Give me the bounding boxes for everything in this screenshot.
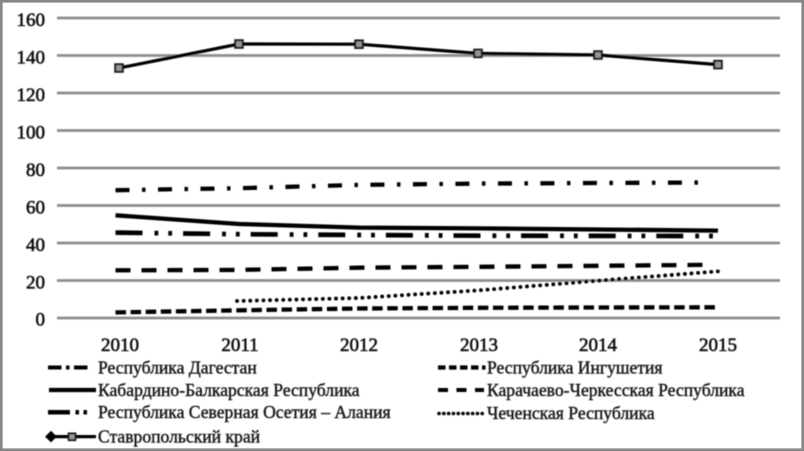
svg-text:Кабардино-Балкарская Республик: Кабардино-Балкарская Республика	[98, 380, 360, 400]
svg-text:2011: 2011	[221, 335, 258, 356]
svg-text:2013: 2013	[460, 335, 498, 356]
svg-text:Ставропольский край: Ставропольский край	[98, 426, 260, 446]
svg-text:140: 140	[17, 48, 46, 69]
svg-text:Чеченская Республика: Чеченская Республика	[487, 403, 655, 423]
svg-text:2012: 2012	[340, 335, 378, 356]
svg-text:40: 40	[26, 235, 45, 256]
svg-text:60: 60	[26, 198, 45, 219]
svg-text:Республика Ингушетия: Республика Ингушетия	[487, 357, 662, 377]
svg-text:2014: 2014	[579, 335, 618, 356]
svg-text:160: 160	[17, 10, 46, 31]
svg-text:0: 0	[36, 310, 46, 331]
svg-text:120: 120	[17, 85, 46, 106]
svg-text:Республика Северная Осетия – А: Республика Северная Осетия – Алания	[98, 402, 391, 422]
svg-text:Республика Дагестан: Республика Дагестан	[98, 357, 257, 377]
svg-text:100: 100	[17, 123, 46, 144]
svg-text:2015: 2015	[699, 335, 737, 356]
svg-text:Карачаево-Черкесская Республик: Карачаево-Черкесская Республика	[487, 380, 745, 400]
svg-text:2010: 2010	[101, 335, 139, 356]
svg-text:80: 80	[26, 160, 45, 181]
svg-text:20: 20	[26, 273, 45, 294]
